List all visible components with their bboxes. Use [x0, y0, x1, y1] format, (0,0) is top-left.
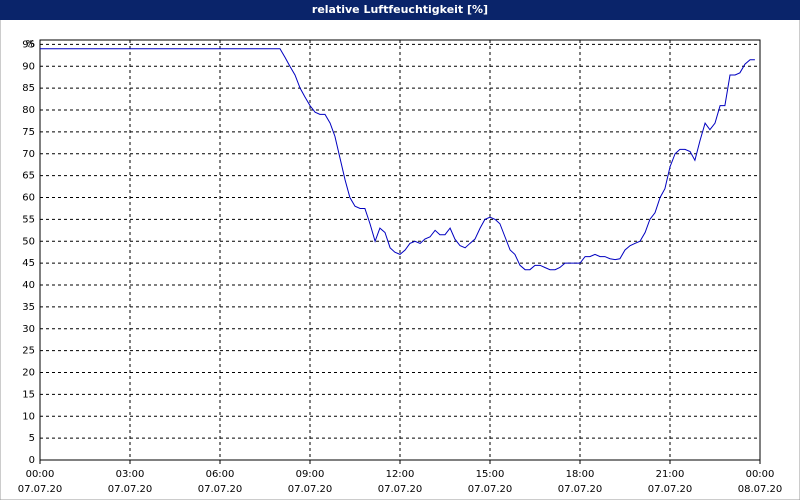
x-tick-date: 07.07.20: [378, 484, 423, 495]
y-tick-label: 10: [22, 411, 35, 422]
x-tick-date: 07.07.20: [288, 484, 333, 495]
y-tick-label: 35: [22, 302, 35, 313]
x-tick-label: 00:00: [26, 469, 55, 480]
chart-title: relative Luftfeuchtigkeit [%]: [312, 3, 488, 16]
y-tick-label: 15: [22, 389, 35, 400]
data-line: [40, 48, 755, 271]
y-tick-label: 40: [22, 280, 35, 291]
y-tick-label: 45: [22, 258, 35, 269]
x-tick-label: 06:00: [206, 469, 235, 480]
y-tick-label: 60: [22, 193, 35, 204]
y-tick-label: 20: [22, 368, 35, 379]
x-tick-label: 18:00: [566, 469, 595, 480]
x-tick-date: 07.07.20: [108, 484, 153, 495]
y-tick-label: 65: [22, 171, 35, 182]
y-tick-label: 85: [22, 83, 35, 94]
y-tick-label: 95: [22, 39, 35, 50]
x-tick-date: 07.07.20: [558, 484, 603, 495]
y-tick-label: 80: [22, 105, 35, 116]
title-bar: [0, 0, 800, 20]
x-tick-date: 07.07.20: [18, 484, 63, 495]
y-tick-label: 50: [22, 236, 35, 247]
x-tick-date: 07.07.20: [198, 484, 243, 495]
x-tick-label: 09:00: [296, 469, 325, 480]
y-tick-label: 90: [22, 61, 35, 72]
x-tick-label: 12:00: [386, 469, 415, 480]
y-tick-label: 55: [22, 214, 35, 225]
y-tick-label: 75: [22, 127, 35, 138]
y-tick-label: 30: [22, 324, 35, 335]
x-tick-label: 15:00: [476, 469, 505, 480]
y-tick-label: 70: [22, 149, 35, 160]
x-tick-date: 07.07.20: [648, 484, 693, 495]
y-axis-label: %: [25, 39, 35, 50]
x-tick-label: 21:00: [656, 469, 685, 480]
y-tick-label: 25: [22, 346, 35, 357]
x-tick-date: 07.07.20: [468, 484, 513, 495]
x-tick-date: 08.07.20: [738, 484, 783, 495]
x-tick-label: 00:00: [746, 469, 775, 480]
y-tick-label: 5: [29, 433, 35, 444]
y-tick-label: 0: [29, 455, 35, 466]
x-tick-label: 03:00: [116, 469, 145, 480]
